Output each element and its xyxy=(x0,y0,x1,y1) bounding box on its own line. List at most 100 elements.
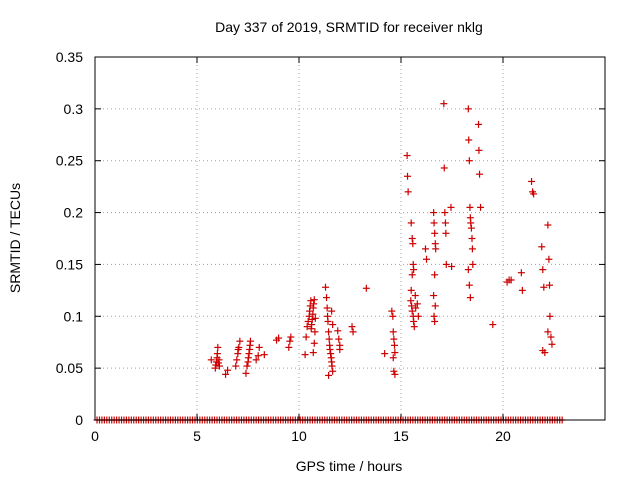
data-point xyxy=(408,307,416,315)
data-point xyxy=(285,343,293,351)
data-point xyxy=(381,350,389,358)
data-point xyxy=(389,354,397,362)
data-point xyxy=(207,356,215,364)
data-point xyxy=(309,310,317,318)
data-point xyxy=(441,219,449,227)
data-point xyxy=(235,343,243,351)
data-point xyxy=(545,255,553,263)
data-point xyxy=(412,304,420,312)
data-point xyxy=(349,328,357,336)
y-tick-label: 0.35 xyxy=(56,49,83,65)
data-point xyxy=(310,300,318,308)
data-point xyxy=(441,209,449,217)
data-points xyxy=(207,100,556,379)
data-point xyxy=(432,245,440,253)
data-point xyxy=(254,352,262,360)
data-point xyxy=(334,327,342,335)
x-tick-label: 10 xyxy=(291,428,307,444)
data-point xyxy=(464,266,472,274)
x-tick-label: 5 xyxy=(193,428,201,444)
data-point xyxy=(517,269,525,277)
data-point xyxy=(476,170,484,178)
data-point xyxy=(308,315,316,323)
data-point xyxy=(467,219,475,227)
data-point xyxy=(233,356,241,364)
data-point xyxy=(308,321,316,329)
data-point xyxy=(311,314,319,322)
data-point xyxy=(442,229,450,237)
data-point xyxy=(413,300,421,308)
data-point xyxy=(410,323,418,331)
data-point xyxy=(410,317,418,325)
data-point xyxy=(530,190,538,198)
grid-lines xyxy=(95,57,605,420)
data-point xyxy=(544,221,552,229)
data-point xyxy=(302,333,310,341)
y-tick-label: 0.1 xyxy=(64,308,84,324)
x-axis-ticks: 0 5 10 15 20 xyxy=(91,57,511,444)
data-point xyxy=(275,334,283,342)
data-point xyxy=(407,286,415,294)
data-point xyxy=(244,354,252,362)
data-point xyxy=(465,157,473,165)
data-point xyxy=(544,328,552,336)
data-point xyxy=(466,294,474,302)
data-point xyxy=(442,260,450,268)
data-point xyxy=(252,356,260,364)
data-point xyxy=(388,307,396,315)
data-point xyxy=(431,229,439,237)
data-point xyxy=(548,340,556,348)
data-point xyxy=(213,350,221,358)
data-point xyxy=(311,328,319,336)
data-point xyxy=(408,235,416,242)
data-point xyxy=(323,304,331,312)
data-point xyxy=(329,321,337,329)
data-point xyxy=(242,369,250,377)
data-point xyxy=(410,266,418,274)
data-point xyxy=(404,188,412,196)
chart-title: Day 337 of 2019, SRMTID for receiver nkl… xyxy=(215,19,483,35)
data-point xyxy=(304,317,312,325)
data-point xyxy=(430,292,438,300)
data-point xyxy=(287,333,295,341)
data-point xyxy=(408,302,416,310)
data-point xyxy=(390,341,398,349)
y-tick-label: 0.25 xyxy=(56,153,83,169)
data-point xyxy=(468,245,476,253)
data-point xyxy=(335,335,343,343)
data-point xyxy=(414,312,422,320)
data-point xyxy=(286,337,294,345)
y-axis-title: SRMTID / TECUs xyxy=(7,183,23,293)
data-point xyxy=(430,219,438,227)
data-point xyxy=(468,235,476,242)
data-point xyxy=(440,164,448,172)
data-point xyxy=(310,296,318,304)
data-point xyxy=(214,359,222,367)
data-point xyxy=(528,177,536,185)
data-point xyxy=(391,349,399,357)
y-tick-label: 0.15 xyxy=(56,256,83,272)
data-point xyxy=(260,351,268,359)
data-point xyxy=(390,335,398,343)
data-point xyxy=(538,243,546,251)
data-point xyxy=(431,302,439,310)
y-axis-ticks: 0 0.05 0.1 0.15 0.2 0.25 0.3 0.35 xyxy=(56,49,605,428)
data-point xyxy=(403,152,411,160)
data-point xyxy=(325,335,333,343)
data-point xyxy=(489,321,497,329)
data-point xyxy=(309,349,317,357)
data-point xyxy=(448,263,456,271)
data-point xyxy=(328,362,336,370)
data-point xyxy=(214,343,222,351)
data-point xyxy=(477,203,485,211)
data-point xyxy=(236,337,244,345)
data-point xyxy=(540,283,548,291)
data-point xyxy=(336,345,344,353)
data-point xyxy=(243,362,251,370)
data-point xyxy=(539,266,547,274)
data-point xyxy=(215,356,223,364)
data-point xyxy=(409,240,417,248)
data-point xyxy=(467,224,475,232)
data-point xyxy=(222,370,230,378)
